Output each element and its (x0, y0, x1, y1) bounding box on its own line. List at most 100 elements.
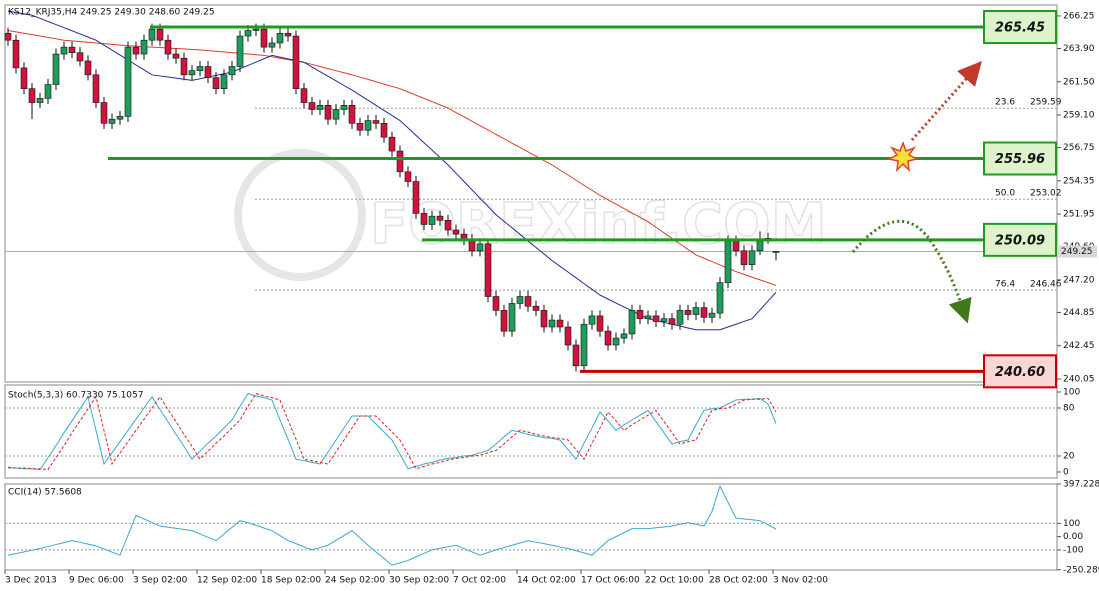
candle-body (308, 102, 316, 110)
candle-body (44, 84, 52, 99)
x-tick-label: 3 Sep 02:00 (133, 576, 188, 586)
x-tick-label: 3 Nov 02:00 (773, 576, 828, 586)
candle-body (708, 312, 716, 318)
candle-body (620, 333, 628, 339)
candle-body (196, 66, 204, 71)
level-label: 265.45 (995, 21, 1045, 36)
candle-body (588, 315, 596, 325)
candle-body (700, 307, 708, 318)
candle-body (452, 229, 460, 235)
level-label: 250.09 (995, 233, 1045, 248)
x-tick-label: 3 Dec 2013 (5, 576, 57, 586)
candle-body (532, 305, 540, 311)
y-tick-label: 20 (1063, 452, 1075, 462)
candle-body (676, 310, 684, 325)
y-tick-label: 247.20 (1063, 275, 1095, 285)
x-tick-label: 12 Sep 02:00 (197, 576, 257, 586)
x-tick-label: 28 Oct 02:00 (709, 576, 768, 586)
candle-body (20, 67, 28, 89)
y-tick-label: 0 (1063, 468, 1069, 478)
candle-body (180, 57, 188, 76)
candle-body (124, 46, 132, 117)
candle-body (100, 102, 108, 124)
candle-body (484, 243, 492, 297)
candle-body (500, 310, 508, 332)
candle-body (324, 105, 332, 120)
content: 266.25 263.90 261.50 259.10 256.75 254.35 251.… (4, 10, 1099, 586)
candle-body (364, 120, 372, 131)
y-tick-label: 242.45 (1063, 341, 1095, 351)
price-label: 249.25 (1061, 247, 1093, 257)
candle-body (148, 28, 156, 41)
level-box (983, 222, 1057, 257)
candle-body (628, 310, 636, 335)
candle-body (28, 88, 36, 103)
y-tick-label: 244.85 (1063, 308, 1095, 318)
fib-ratio: 50.0 (995, 189, 1015, 199)
candle-body (420, 213, 428, 225)
fib-value: 253.02 (1030, 189, 1062, 199)
candle-body (292, 35, 300, 89)
candle-body (716, 282, 724, 314)
y-tick-label: 263.90 (1063, 44, 1095, 54)
y-tick-label: 261.50 (1063, 77, 1095, 87)
up-arrow (910, 61, 982, 141)
candle-body (52, 53, 60, 85)
candle-body (116, 116, 124, 120)
candle-body (380, 123, 388, 138)
y-tick-label: -250.289 (1063, 565, 1099, 575)
candle-body (356, 123, 364, 131)
candle-body (732, 240, 740, 252)
y-tick-label: 100 (1063, 519, 1080, 529)
candle-body (516, 296, 524, 304)
candle-body (740, 250, 748, 265)
fib-value: 246.46 (1030, 280, 1062, 290)
level-box (983, 141, 1057, 176)
candle-body (164, 39, 172, 55)
candle-body (172, 53, 180, 59)
y-tick-label: 100 (1063, 388, 1080, 398)
candle-body (412, 181, 420, 214)
candle-body (252, 28, 260, 31)
y-tick-label: -100 (1063, 545, 1084, 555)
candle-body (668, 318, 676, 325)
candle-body (772, 251, 780, 253)
stoch-title: Stoch(5,3,3) 60.7330 75.1057 (8, 391, 143, 401)
candle-body (212, 77, 220, 89)
candle-body (524, 296, 532, 307)
candle-body (428, 215, 436, 225)
x-tick-label: 7 Oct 02:00 (453, 576, 506, 586)
candle-body (68, 46, 76, 53)
candle-body (236, 35, 244, 67)
burst-icon (886, 140, 920, 173)
candle-body (60, 46, 68, 55)
y-tick-label: 251.95 (1063, 210, 1095, 220)
cci-title: CCI(14) 57.5608 (8, 488, 82, 498)
fib-ratio: 23.6 (995, 98, 1015, 108)
x-tick-label: 18 Sep 02:00 (261, 576, 321, 586)
candle-body (188, 70, 196, 76)
candle-body (388, 136, 396, 152)
candle-body (572, 344, 580, 367)
level-label: 255.96 (995, 152, 1045, 167)
level-box (983, 10, 1057, 45)
candle-body (580, 323, 588, 367)
price-box (1057, 245, 1097, 258)
candle-body (268, 42, 276, 48)
x-tick-label: 14 Oct 02:00 (517, 576, 576, 586)
y-tick-label: 240.05 (1063, 374, 1095, 384)
candle-body (644, 315, 652, 319)
fib-ratio: 76.4 (995, 280, 1015, 290)
candle-body (276, 32, 284, 44)
candle-body (228, 66, 236, 76)
candle-body (548, 319, 556, 328)
candle-body (612, 337, 620, 346)
y-tick-label: 0.00 (1063, 532, 1083, 542)
candle-body (244, 30, 252, 37)
candle-body (604, 330, 612, 346)
candle-body (36, 98, 44, 103)
indicator-line (7, 393, 777, 471)
candle-body (396, 150, 404, 173)
